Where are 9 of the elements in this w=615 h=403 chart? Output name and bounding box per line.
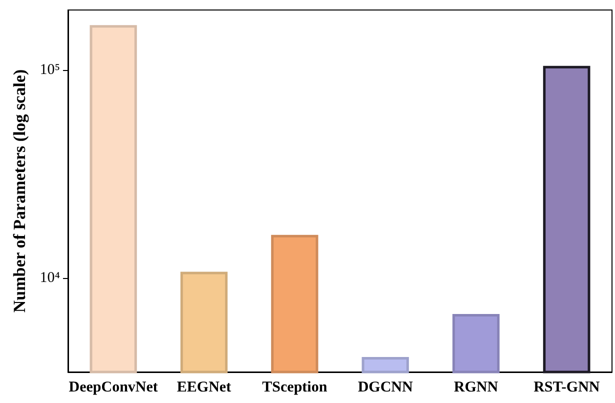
y-tick-label: 10⁴ (40, 270, 60, 286)
y-axis-title: Number of Parameters (log scale) (10, 69, 29, 313)
x-tick-label: RGNN (454, 380, 498, 396)
x-tick-label: RST-GNN (534, 380, 600, 396)
x-tick-label: DGCNN (358, 380, 413, 396)
x-tick-label: EEGNet (176, 380, 232, 396)
x-tick-label: DeepConvNet (68, 380, 158, 396)
x-tick-label: TSception (262, 380, 328, 396)
y-tick-label: 10⁵ (40, 62, 60, 78)
